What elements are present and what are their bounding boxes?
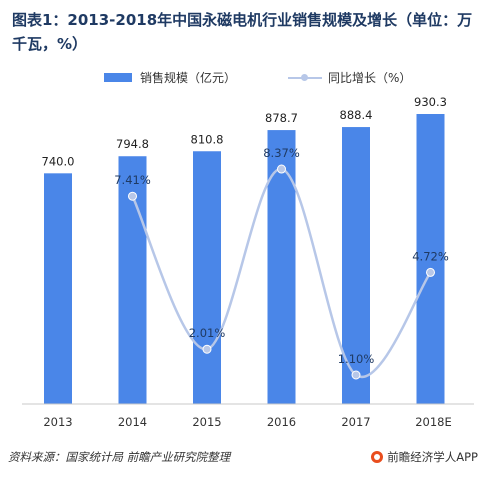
growth-value-label: 8.37% xyxy=(263,146,300,160)
x-tick-label: 2014 xyxy=(118,415,147,429)
qianzhan-logo-icon xyxy=(371,451,384,463)
x-tick-label: 2015 xyxy=(192,415,221,429)
x-tick-labels: 2013 2014 2015 2016 2017 2018E xyxy=(43,415,451,429)
x-tick-label: 2018E xyxy=(415,415,452,429)
legend-item-growth: 同比增长（%） xyxy=(288,69,411,86)
legend-line-swatch xyxy=(288,73,322,83)
growth-value-label: 7.41% xyxy=(114,173,151,187)
bar-series xyxy=(44,114,445,405)
source-note: 资料来源：国家统计局 前瞻产业研究院整理 xyxy=(8,450,231,464)
bar-2013 xyxy=(44,173,72,404)
bar-value-label: 740.0 xyxy=(42,154,75,168)
growth-value-label: 2.01% xyxy=(189,326,226,340)
bar-value-label: 794.8 xyxy=(116,137,149,151)
x-tick-label: 2017 xyxy=(341,415,370,429)
bar-2015 xyxy=(193,151,221,404)
growth-point xyxy=(277,164,286,174)
x-tick-label: 2016 xyxy=(267,415,296,429)
bar-2018E xyxy=(416,114,445,404)
bar-2017 xyxy=(342,127,370,405)
legend: 销售规模（亿元） 同比增长（%） xyxy=(0,69,488,89)
growth-point xyxy=(128,191,137,201)
growth-point xyxy=(351,370,361,380)
bar-value-label: 930.3 xyxy=(414,95,447,109)
bar-value-label: 888.4 xyxy=(340,108,373,122)
growth-points xyxy=(128,164,435,380)
growth-value-label: 4.72% xyxy=(412,249,449,263)
growth-point xyxy=(426,267,435,277)
x-tick-label: 2013 xyxy=(43,415,72,429)
bar-value-label: 810.8 xyxy=(191,132,224,146)
bar-value-label: 878.7 xyxy=(265,111,298,125)
legend-label-growth: 同比增长（%） xyxy=(328,71,412,85)
brand-label: 前瞻经济学人APP xyxy=(387,450,478,464)
legend-label-sales: 销售规模（亿元） xyxy=(140,71,237,85)
growth-value-label: 1.10% xyxy=(338,352,375,366)
data-labels: 740.0 794.8 810.8 878.7 888.4 930.3 7.41% 2.01%… xyxy=(42,95,449,366)
chart-title: 图表1：2013-2018年中国永磁电机行业销售规模及增长（单位：万千瓦，%） xyxy=(12,11,473,53)
growth-point xyxy=(202,344,212,354)
legend-bar-swatch xyxy=(104,73,132,82)
legend-item-sales: 销售规模（亿元） xyxy=(104,69,236,86)
brand: 前瞻经济学人APP xyxy=(371,449,478,465)
